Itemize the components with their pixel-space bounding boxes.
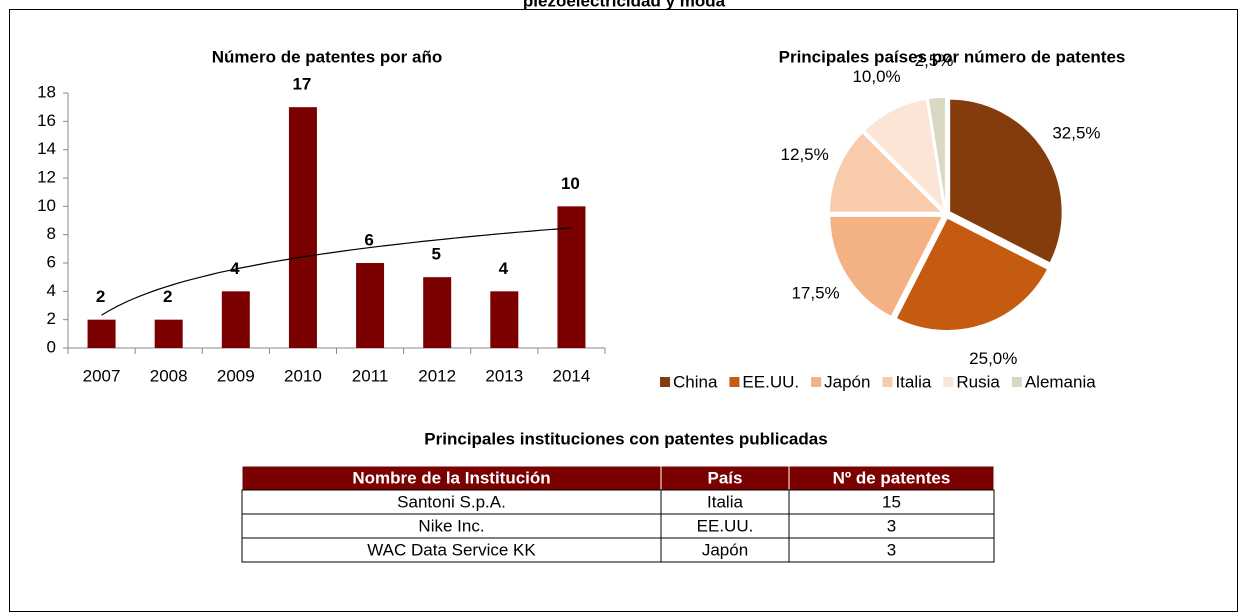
- cell-text: 3: [887, 540, 896, 559]
- pie-slice: [828, 131, 945, 214]
- y-tick-label: 2: [47, 309, 56, 328]
- header-cell: [788, 465, 995, 491]
- cell: [241, 537, 662, 563]
- cell-text: Nike Inc.: [418, 516, 484, 535]
- data-label: 17: [292, 75, 311, 94]
- x-tick-label: 2011: [352, 366, 389, 385]
- legend-swatch: [1011, 377, 1022, 387]
- cell: [660, 489, 790, 515]
- cell: [241, 513, 662, 539]
- data-label: 32,5%: [1052, 124, 1100, 143]
- y-tick-label: 10: [37, 196, 56, 215]
- cell-text: Santoni S.p.A.: [397, 492, 506, 511]
- data-label: 25,0%: [969, 349, 1017, 368]
- cell: [788, 513, 995, 539]
- data-label: 12,5%: [781, 145, 829, 164]
- pie-slice: [894, 216, 1049, 332]
- bar: [87, 319, 116, 348]
- y-tick-label: 16: [37, 111, 56, 130]
- data-label: 6: [364, 230, 373, 249]
- data-label: 17,5%: [791, 283, 839, 302]
- x-tick-label: 2010: [284, 366, 322, 385]
- data-label: 5: [431, 245, 440, 264]
- page-title: piezoelectricidad y moda: [523, 0, 726, 10]
- bar: [356, 263, 385, 348]
- table-title: Principales instituciones con patentes p…: [424, 429, 827, 448]
- data-label: 2: [163, 287, 172, 306]
- x-tick-label: 2013: [485, 366, 523, 385]
- bar: [423, 277, 452, 348]
- y-tick-label: 12: [37, 167, 56, 186]
- cell-text: Japón: [702, 540, 748, 559]
- x-tick-label: 2008: [150, 366, 188, 385]
- cell: [788, 537, 995, 563]
- header-text: País: [708, 468, 743, 487]
- pie-slice: [863, 97, 946, 213]
- y-tick-label: 4: [47, 281, 56, 300]
- cell-text: EE.UU.: [697, 516, 754, 535]
- legend-label: Alemania: [1025, 372, 1096, 391]
- x-tick-label: 2007: [83, 366, 121, 385]
- header-text: Nº de patentes: [833, 468, 951, 487]
- y-tick-label: 8: [47, 224, 56, 243]
- legend-swatch: [811, 377, 822, 387]
- data-label: 10,0%: [852, 67, 900, 86]
- legend-swatch: [882, 377, 893, 387]
- bar: [221, 291, 250, 348]
- bar: [154, 319, 183, 348]
- bar: [288, 107, 317, 349]
- y-tick-label: 6: [47, 252, 56, 271]
- trendline: [101, 227, 572, 316]
- legend-swatch: [729, 377, 740, 387]
- pie-slice: [948, 98, 1064, 265]
- legend-label: Italia: [895, 372, 931, 391]
- cell: [788, 489, 995, 515]
- x-tick-label: 2014: [553, 366, 591, 385]
- data-label: 2: [96, 287, 105, 306]
- cell: [660, 537, 790, 563]
- legend-label: Japón: [824, 372, 870, 391]
- y-tick-label: 18: [37, 82, 56, 101]
- cell-text: 3: [887, 516, 896, 535]
- legend-swatch: [660, 377, 670, 387]
- cell-text: WAC Data Service KK: [367, 540, 536, 559]
- legend-label: China: [673, 372, 718, 391]
- y-tick-label: 14: [37, 139, 56, 158]
- cell-text: Italia: [707, 492, 743, 511]
- data-label: 4: [230, 259, 240, 278]
- bar: [490, 291, 519, 348]
- pie-title: Principales países por número de patente…: [779, 47, 1126, 66]
- data-label: 2,5%: [915, 51, 954, 70]
- data-label: 4: [499, 259, 509, 278]
- pie-slice: [828, 215, 944, 318]
- legend-swatch: [943, 377, 954, 387]
- cell: [660, 513, 790, 539]
- x-tick-label: 2012: [418, 366, 456, 385]
- bar-title: Número de patentes por año: [212, 47, 442, 66]
- legend-label: EE.UU.: [742, 372, 799, 391]
- bar: [557, 206, 586, 348]
- frame: [9, 9, 1238, 612]
- legend-label: Rusia: [956, 372, 1000, 391]
- header-cell: [241, 465, 662, 491]
- x-tick-label: 2009: [217, 366, 255, 385]
- header-text: Nombre de la Institución: [352, 468, 550, 487]
- cell-text: 15: [882, 492, 901, 511]
- data-label: 10: [561, 174, 580, 193]
- pie-slice: [927, 96, 947, 211]
- y-tick-label: 0: [47, 337, 56, 356]
